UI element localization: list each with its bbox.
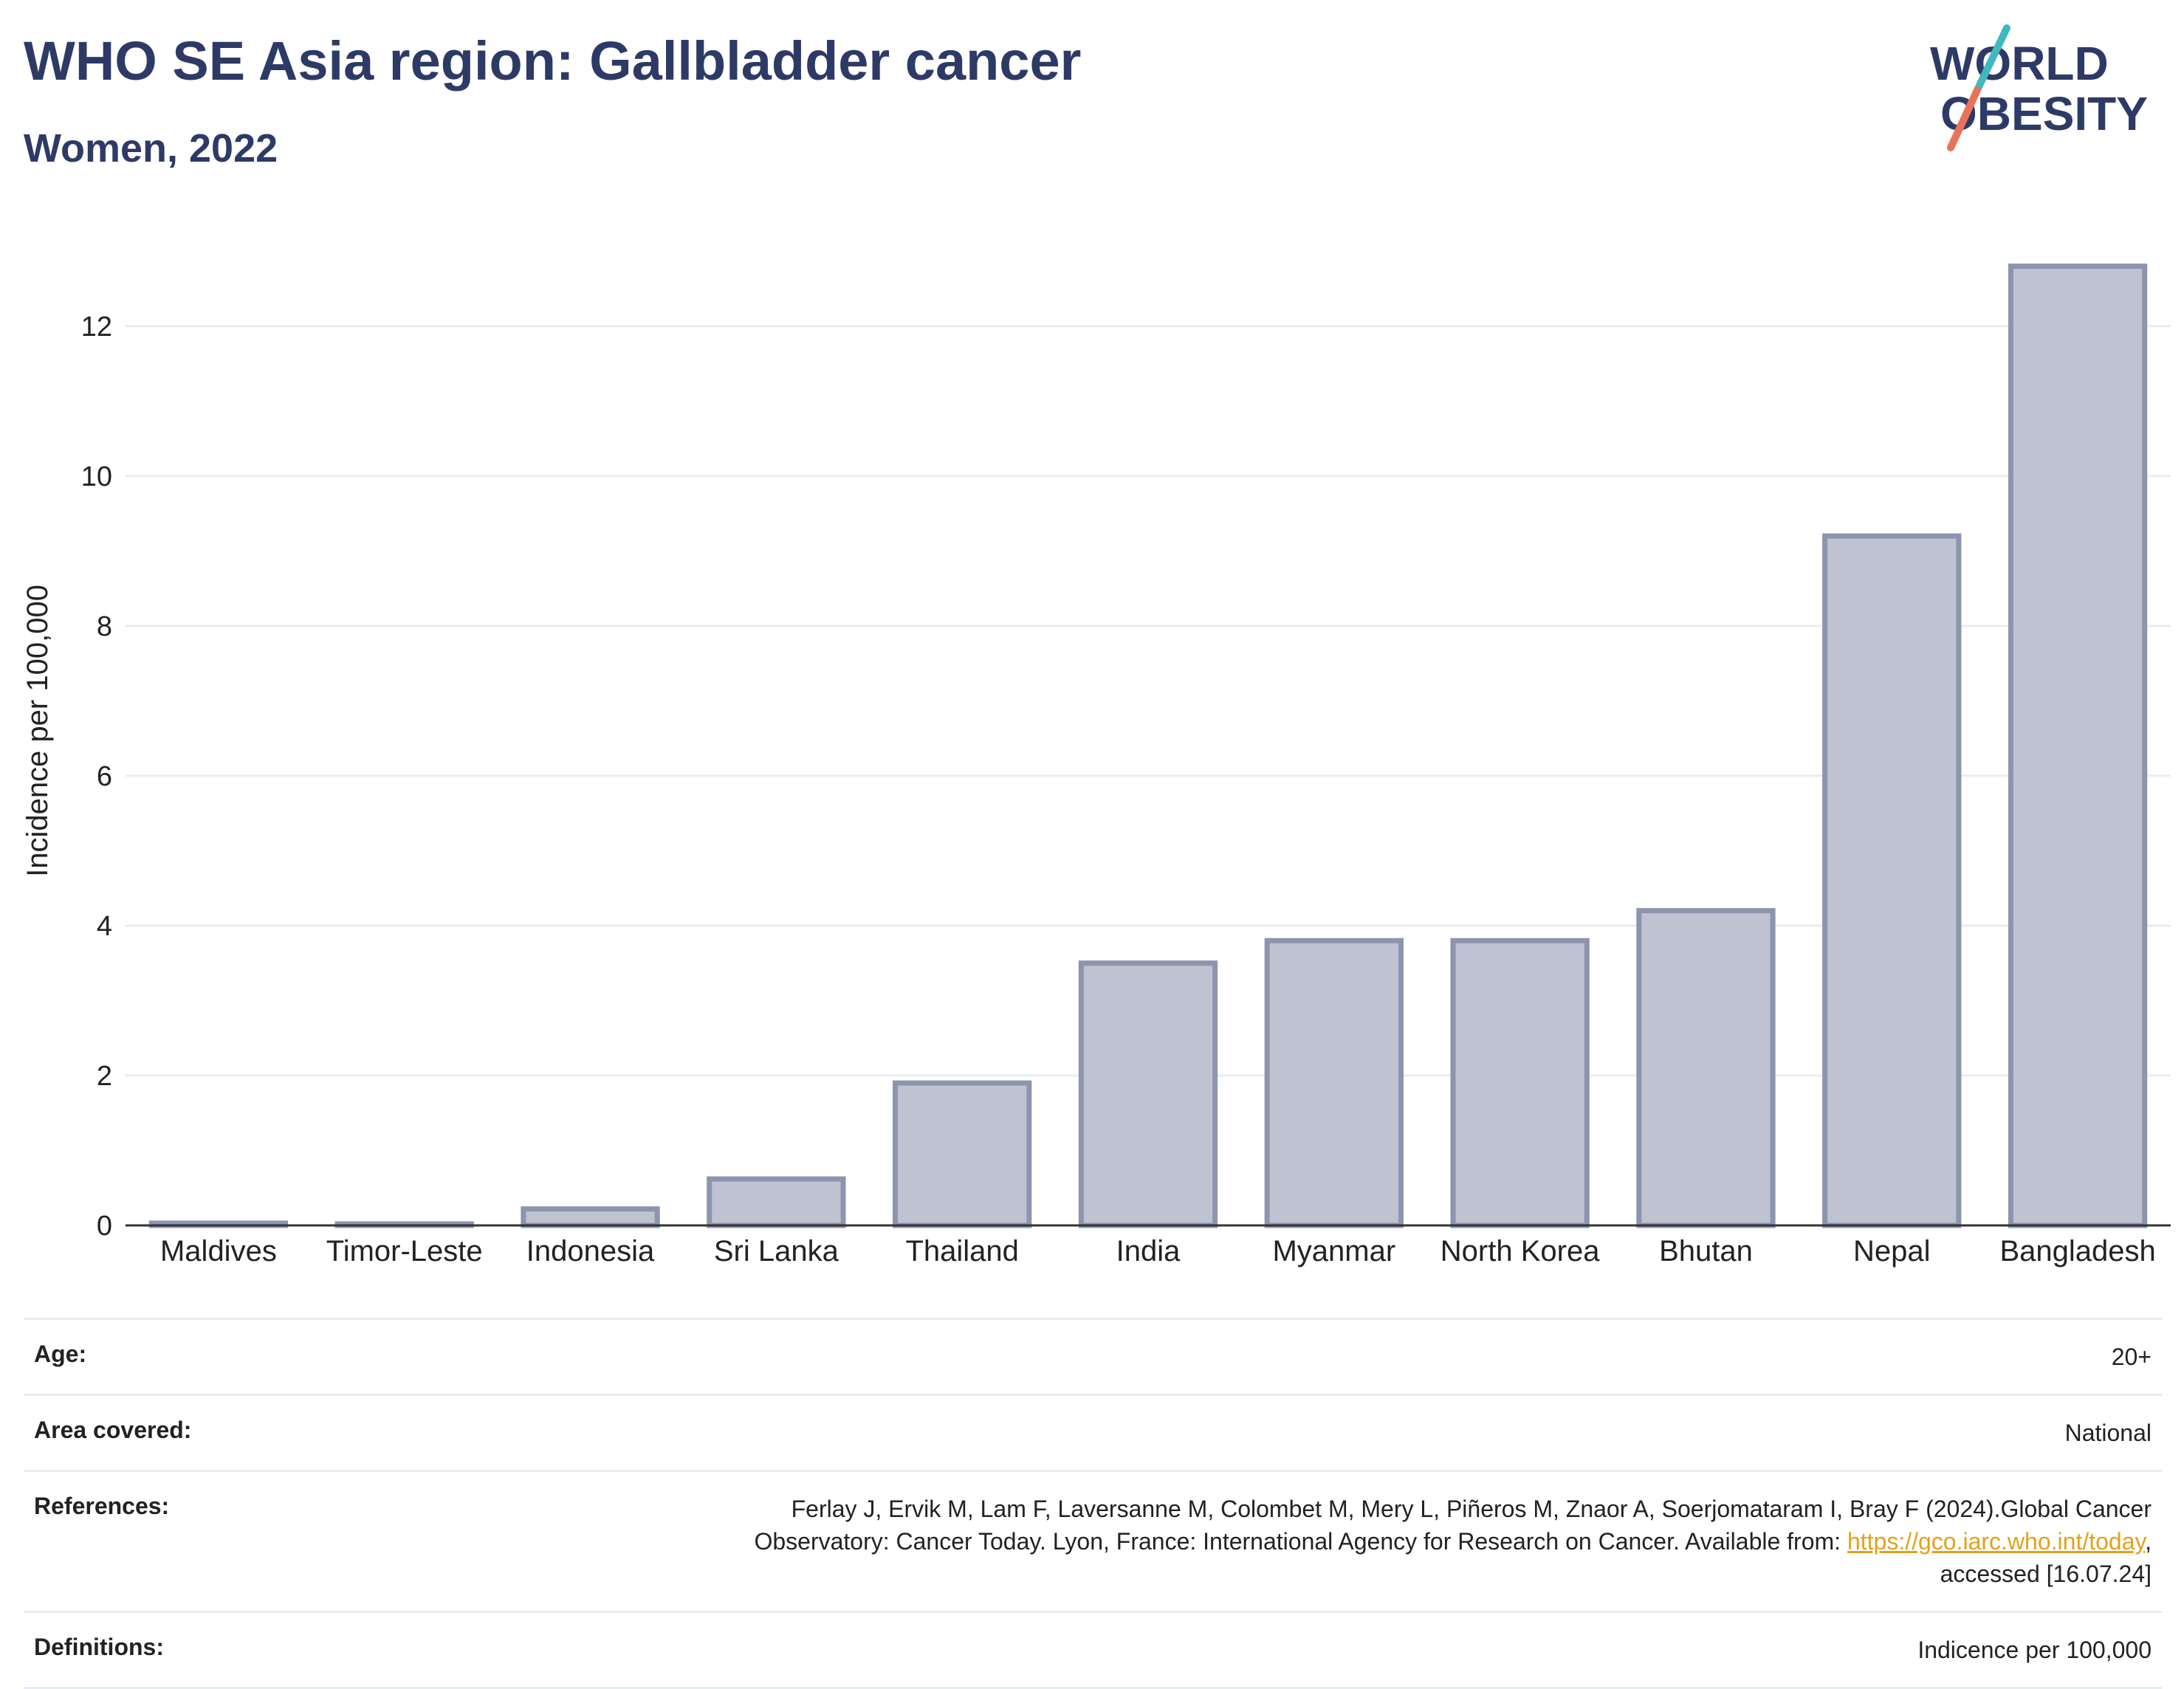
- bar-chart: 0 2 4 6 8 10 12 Maldives Timor-Leste Indonesia Sr…: [21, 264, 2171, 1267]
- bar-sri-lanka: [707, 1176, 846, 1228]
- x-tick-label: India: [1116, 1235, 1181, 1267]
- x-tick-label: Maldives: [160, 1235, 277, 1267]
- bar-india: [1078, 960, 1218, 1228]
- definitions-label: Definitions:: [34, 1634, 164, 1660]
- logo-slash-bottom: [1947, 86, 1981, 151]
- y-tick-label: 6: [97, 761, 112, 792]
- area-value: National: [2064, 1420, 2152, 1446]
- x-tick-label: Bhutan: [1659, 1235, 1753, 1267]
- bar-indonesia: [521, 1206, 660, 1228]
- info-row-references: References: Ferlay J, Ervik M, Lam F, La…: [24, 1470, 2162, 1611]
- references-line3: accessed [16.07.24]: [1940, 1561, 2152, 1587]
- y-tick-label: 12: [81, 312, 112, 343]
- y-tick-label: 4: [97, 911, 112, 942]
- bar-bangladesh: [2008, 264, 2148, 1228]
- bar-nepal: [1822, 533, 1962, 1228]
- logo-text-world: WORLD: [1930, 37, 2109, 90]
- bar-myanmar: [1264, 938, 1404, 1228]
- references-value: Ferlay J, Ervik M, Lam F, Laversanne M, …: [754, 1493, 2152, 1590]
- page-title: WHO SE Asia region: Gallbladder cancer: [24, 30, 1082, 92]
- x-tick-label: North Korea: [1440, 1235, 1600, 1267]
- x-tick-label: Nepal: [1853, 1235, 1931, 1267]
- bar-layer: [148, 264, 2148, 1228]
- bar-bhutan: [1636, 908, 1776, 1228]
- x-tick-label: Bangladesh: [1999, 1235, 2155, 1267]
- bar-thailand: [893, 1080, 1032, 1228]
- x-tick-label: Thailand: [905, 1235, 1018, 1267]
- x-tick-label: Sri Lanka: [714, 1235, 839, 1267]
- info-row-definitions: Definitions: Indicence per 100,000: [24, 1611, 2162, 1689]
- references-label: References:: [34, 1493, 170, 1519]
- logo-slash-top: [1974, 24, 2010, 94]
- y-tick-label: 2: [97, 1061, 112, 1092]
- y-tick-labels: 0 2 4 6 8 10 12: [81, 312, 112, 1242]
- references-line1: Ferlay J, Ervik M, Lam F, Laversanne M, …: [791, 1496, 2152, 1522]
- x-tick-label: Indonesia: [526, 1235, 655, 1267]
- y-tick-label: 0: [97, 1211, 112, 1242]
- x-tick-label: Timor-Leste: [326, 1235, 483, 1267]
- references-line2-prefix: Observatory: Cancer Today. Lyon, France:…: [754, 1528, 1847, 1555]
- x-tick-label: Myanmar: [1272, 1235, 1395, 1267]
- y-axis-label: Incidence per 100,000: [21, 585, 54, 877]
- references-link[interactable]: https://gco.iarc.who.int/today: [1847, 1528, 2146, 1555]
- y-tick-label: 10: [81, 461, 112, 492]
- bar-north-korea: [1450, 938, 1590, 1228]
- age-value: 20+: [2111, 1344, 2152, 1370]
- definitions-value: Indicence per 100,000: [1917, 1637, 2152, 1663]
- page-subtitle: Women, 2022: [24, 126, 278, 171]
- world-obesity-logo: WORLD OBESITY: [1930, 24, 2148, 151]
- age-label: Age:: [34, 1341, 87, 1367]
- info-row-age: Age: 20+: [24, 1318, 2162, 1394]
- area-label: Area covered:: [34, 1417, 192, 1443]
- info-table: Age: 20+ Area covered: National Referenc…: [24, 1318, 2162, 1689]
- x-tick-labels: Maldives Timor-Leste Indonesia Sri Lanka Tha…: [160, 1235, 2156, 1267]
- info-row-area: Area covered: National: [24, 1394, 2162, 1470]
- references-line2-suffix: ,: [2145, 1528, 2152, 1555]
- y-tick-label: 8: [97, 611, 112, 642]
